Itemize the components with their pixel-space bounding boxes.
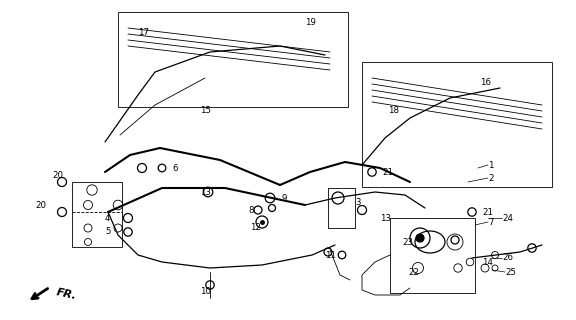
Text: 5: 5 bbox=[105, 228, 111, 236]
Text: 13: 13 bbox=[380, 213, 391, 222]
Text: 4: 4 bbox=[105, 213, 111, 222]
Text: 6: 6 bbox=[172, 164, 177, 172]
Bar bbox=[118, 12, 348, 107]
Circle shape bbox=[416, 234, 424, 242]
Text: 19: 19 bbox=[305, 18, 316, 27]
Text: 18: 18 bbox=[388, 106, 399, 115]
Text: 2: 2 bbox=[488, 173, 494, 182]
Bar bbox=[72, 182, 122, 247]
Text: 23: 23 bbox=[402, 237, 413, 246]
Text: 12: 12 bbox=[250, 223, 261, 233]
Text: 13: 13 bbox=[200, 188, 211, 196]
Text: 11: 11 bbox=[325, 251, 336, 260]
Bar bbox=[390, 218, 475, 293]
Text: 3: 3 bbox=[355, 197, 361, 206]
Text: 20: 20 bbox=[35, 201, 46, 210]
Text: 14: 14 bbox=[482, 258, 493, 267]
Text: 10: 10 bbox=[200, 287, 211, 297]
Text: 7: 7 bbox=[488, 218, 494, 227]
Text: 8: 8 bbox=[248, 205, 253, 214]
Text: FR.: FR. bbox=[55, 287, 77, 301]
Text: 17: 17 bbox=[138, 28, 149, 36]
Text: 9: 9 bbox=[282, 194, 287, 203]
Bar bbox=[362, 62, 552, 187]
Text: 21: 21 bbox=[382, 167, 393, 177]
Text: 21: 21 bbox=[482, 207, 493, 217]
Text: 1: 1 bbox=[488, 161, 494, 170]
Text: 16: 16 bbox=[480, 77, 491, 86]
Text: 26: 26 bbox=[502, 253, 513, 262]
Text: 20: 20 bbox=[52, 171, 63, 180]
Text: 22: 22 bbox=[408, 268, 419, 276]
Text: 25: 25 bbox=[505, 268, 516, 276]
Text: 24: 24 bbox=[502, 213, 513, 222]
Text: 15: 15 bbox=[200, 106, 211, 115]
